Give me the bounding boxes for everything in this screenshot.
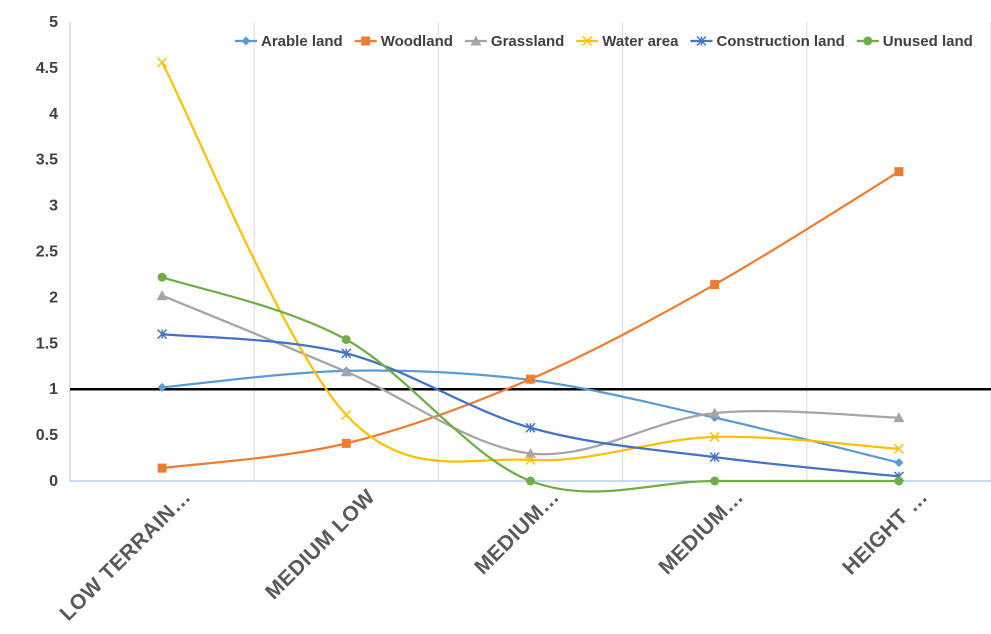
legend-item-water-area: Water area: [576, 33, 679, 50]
data-point-water-area: [709, 431, 720, 442]
legend-label: Construction land: [716, 33, 844, 50]
data-point-grassland: [340, 366, 352, 377]
y-tick-label: 2: [49, 289, 58, 306]
series-water-area: [157, 57, 904, 465]
x-tick-label: MEDIUM LOW: [261, 485, 380, 604]
data-point-construction-land: [157, 329, 168, 340]
y-tick-label: 4.5: [36, 60, 58, 77]
series-line-unused-land: [161, 276, 899, 493]
y-tick-label: 2.5: [36, 244, 58, 261]
data-point-arable-land: [894, 458, 904, 468]
legend-swatch-marker: [696, 35, 707, 47]
y-tick-label: 1: [49, 381, 58, 398]
data-point-arable-land: [157, 382, 167, 392]
data-point-woodland: [894, 167, 904, 177]
legend-swatch-marker: [582, 35, 593, 47]
legend-label: Unused land: [883, 33, 973, 50]
data-point-water-area: [525, 454, 536, 465]
data-point-unused-land: [710, 476, 720, 486]
data-point-unused-land: [341, 335, 351, 345]
data-point-grassland: [156, 290, 168, 301]
legend-swatch-marker: [361, 36, 371, 46]
data-point-construction-land: [341, 348, 352, 359]
series-grassland: [156, 290, 905, 458]
legend-item-grassland: Grassland: [464, 33, 564, 50]
x-tick-label: MEDIUM…: [470, 485, 564, 579]
data-point-construction-land: [525, 422, 536, 433]
data-point-water-area: [157, 57, 168, 68]
data-point-woodland: [710, 280, 720, 290]
series-line-water-area: [161, 61, 899, 463]
data-point-grassland: [709, 407, 721, 418]
data-point-unused-land: [526, 476, 535, 486]
legend-item-unused-land: Unused land: [856, 33, 973, 50]
y-tick-labels: 0 0.5 1 1.5 2 2.5 3 3.5 4 4.5 5: [36, 14, 58, 490]
x-tick-label: MEDIUM…: [654, 485, 748, 579]
data-point-grassland: [893, 412, 905, 423]
data-point-woodland: [157, 463, 167, 473]
data-point-grassland: [525, 447, 536, 458]
y-tick-label: 1.5: [36, 335, 58, 352]
legend-swatch-marker: [470, 35, 482, 46]
x-tick-labels: LOW TERRAIN… MEDIUM LOW MEDIUM… MEDIUM… HEIG…: [56, 485, 933, 625]
legend-swatch-marker: [241, 36, 251, 46]
x-tick-label: LOW TERRAIN…: [56, 485, 196, 625]
legend-label: Woodland: [381, 33, 453, 50]
data-point-water-area: [893, 443, 904, 454]
legend-label: Arable land: [261, 33, 343, 50]
y-tick-label: 3.5: [36, 152, 58, 169]
data-point-woodland: [341, 438, 351, 448]
series-construction-land: [157, 329, 904, 482]
legend-item-construction-land: Construction land: [690, 33, 845, 50]
legend-swatch-marker: [863, 36, 873, 46]
x-tick-label: HEIGHT …: [838, 485, 932, 579]
grid: [69, 22, 991, 481]
data-point-unused-land: [894, 476, 904, 486]
series-unused-land: [157, 272, 904, 493]
legend-label: Grassland: [491, 33, 564, 50]
series-woodland: [157, 167, 904, 473]
y-tick-label: 4: [49, 106, 58, 123]
legend: Arable land Woodland Grassland Water area Co…: [235, 33, 973, 50]
data-point-construction-land: [709, 452, 720, 463]
data-point-unused-land: [157, 272, 167, 282]
series-lines: [156, 57, 905, 493]
legend-item-arable-land: Arable land: [235, 33, 343, 50]
y-tick-label: 0.5: [36, 427, 58, 444]
y-tick-label: 3: [49, 198, 58, 215]
data-point-woodland: [526, 374, 535, 384]
data-point-water-area: [341, 409, 352, 420]
legend-item-woodland: Woodland: [354, 33, 453, 50]
y-tick-label: 0: [49, 473, 58, 490]
legend-label: Water area: [602, 33, 679, 50]
y-tick-label: 5: [49, 14, 58, 31]
axes: [69, 22, 991, 482]
